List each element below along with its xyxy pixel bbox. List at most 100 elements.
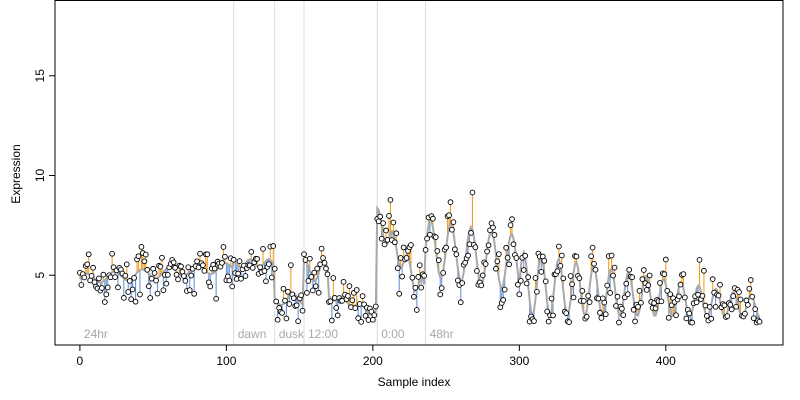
data-point (626, 266, 633, 273)
data-point (683, 315, 690, 322)
data-point (304, 289, 310, 296)
data-point (333, 304, 340, 311)
data-point (138, 243, 145, 250)
data-point (484, 248, 490, 255)
data-point (623, 280, 630, 287)
data-point (412, 284, 419, 291)
data-point (432, 234, 439, 241)
data-point (109, 250, 115, 257)
data-point (403, 255, 410, 261)
data-point (399, 273, 406, 280)
data-point (677, 281, 684, 288)
data-point (390, 219, 397, 226)
axes: 0 100 200 300 400 5 10 15 (33, 0, 784, 368)
data-point (81, 274, 88, 281)
data-point (314, 265, 321, 272)
data-point (676, 293, 682, 300)
data-point (220, 244, 227, 250)
data-point (550, 312, 556, 319)
data-point (424, 235, 430, 242)
data-point (411, 293, 417, 300)
data-point (452, 246, 458, 253)
data-point (459, 280, 466, 286)
data-point (301, 251, 307, 258)
data-point (450, 219, 457, 225)
data-point (620, 312, 627, 318)
data-point (472, 244, 479, 251)
data-point (164, 271, 171, 278)
data-point (682, 294, 688, 301)
data-point (358, 319, 364, 325)
data-point (693, 299, 700, 306)
data-point (686, 310, 693, 317)
data-point (324, 271, 331, 278)
data-point (607, 289, 614, 296)
data-point (545, 318, 552, 325)
data-point (312, 283, 319, 290)
data-point (430, 215, 436, 222)
data-point (495, 251, 502, 257)
data-point (449, 226, 455, 233)
data-point (517, 277, 524, 284)
data-point (266, 261, 272, 267)
data-point (280, 285, 287, 292)
data-point (730, 293, 737, 299)
y-tick-label: 15 (33, 69, 47, 83)
data-point (409, 274, 416, 281)
data-point (132, 298, 139, 305)
data-point (646, 272, 653, 279)
data-point (490, 224, 496, 231)
data-point (478, 282, 485, 289)
data-point (556, 243, 562, 250)
data-point (727, 301, 734, 308)
data-point (254, 256, 260, 262)
data-point (611, 264, 618, 271)
data-point (320, 255, 326, 261)
data-point (501, 286, 508, 293)
data-point (437, 291, 444, 298)
data-point (126, 278, 133, 284)
data-point (96, 275, 102, 282)
data-point (400, 244, 407, 251)
data-point (733, 303, 739, 310)
data-point (383, 227, 389, 234)
data-point (135, 253, 142, 260)
data-point (699, 293, 706, 299)
data-point (104, 284, 111, 291)
data-point (493, 265, 499, 272)
data-point (624, 291, 631, 298)
data-point (279, 310, 285, 316)
data-point (381, 241, 388, 248)
data-point (504, 254, 511, 261)
data-point (515, 281, 521, 288)
data-point (507, 222, 514, 228)
data-point (746, 285, 753, 292)
plot-area: 24hr dawn dusk 12:00 0:00 48hr (77, 0, 763, 345)
data-point (408, 242, 414, 248)
x-tick-label: 300 (509, 354, 529, 368)
data-point (638, 299, 644, 306)
data-point (500, 297, 507, 303)
data-point (154, 290, 161, 297)
data-point (268, 274, 275, 281)
phase-label-2: dusk (279, 327, 305, 341)
data-point (523, 280, 530, 287)
data-point (680, 271, 687, 277)
data-point (285, 288, 291, 295)
data-point (120, 295, 127, 301)
data-point (416, 262, 423, 269)
data-point (413, 307, 420, 313)
data-point (422, 247, 429, 253)
data-point (273, 298, 280, 305)
data-point (128, 296, 135, 303)
data-point (318, 245, 325, 252)
data-point (100, 271, 107, 278)
data-point (123, 261, 130, 268)
data-point (159, 254, 165, 261)
data-point (604, 282, 611, 289)
data-point (566, 319, 572, 325)
data-point (494, 258, 501, 265)
data-point (560, 275, 567, 282)
data-point (485, 242, 492, 249)
x-tick-label: 0 (77, 354, 84, 368)
